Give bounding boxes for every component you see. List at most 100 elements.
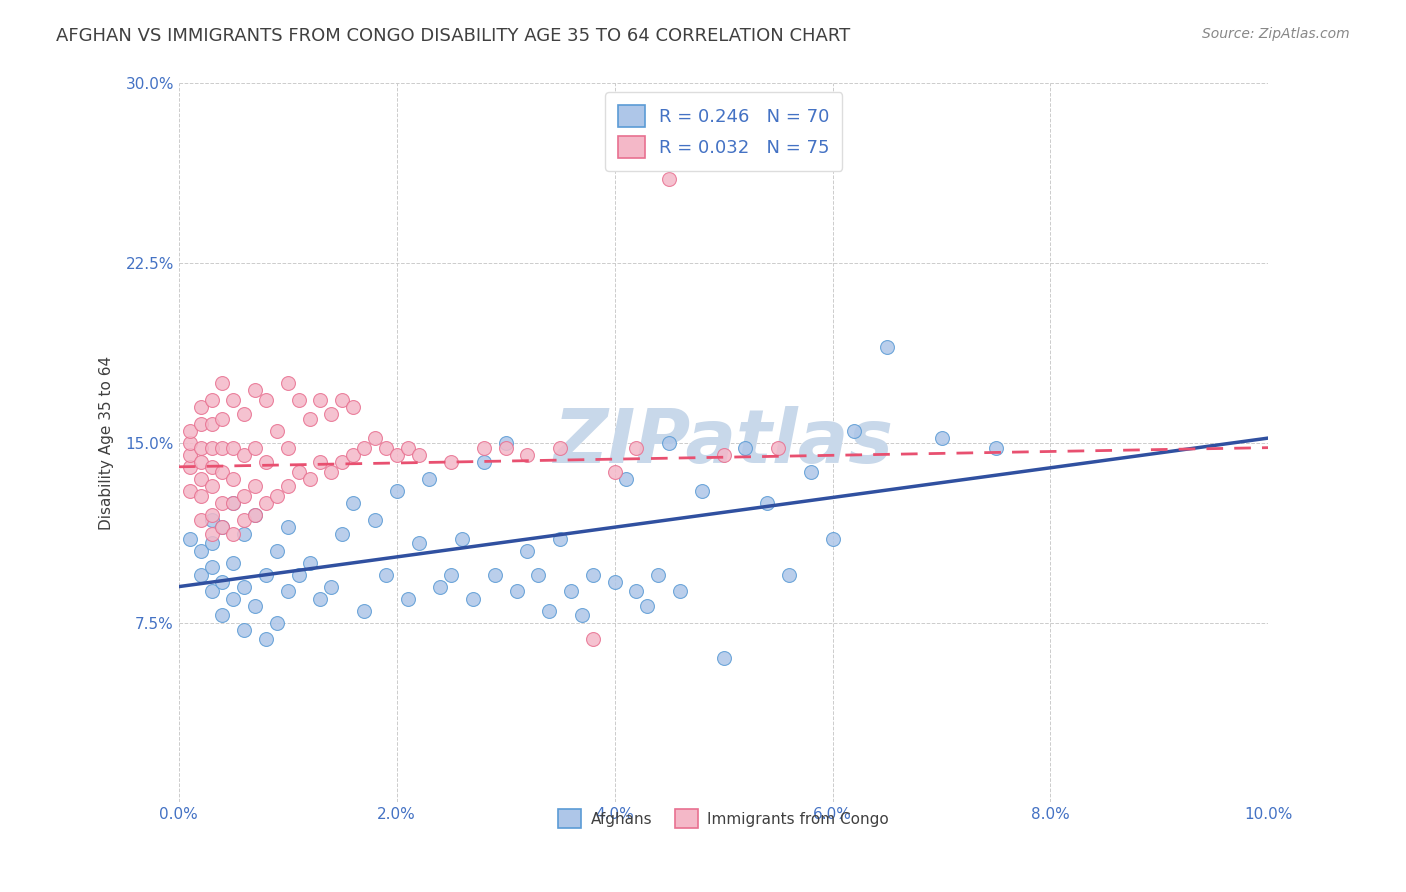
Point xyxy=(560,584,582,599)
Point xyxy=(505,584,527,599)
Point xyxy=(277,479,299,493)
Point xyxy=(211,519,233,533)
Point xyxy=(277,376,299,390)
Point xyxy=(254,455,277,469)
Point xyxy=(179,532,201,546)
Point xyxy=(440,567,463,582)
Point xyxy=(200,392,222,407)
Point xyxy=(385,448,408,462)
Point xyxy=(321,580,343,594)
Point xyxy=(800,465,823,479)
Point xyxy=(179,459,201,474)
Point xyxy=(200,441,222,455)
Point xyxy=(200,479,222,493)
Point xyxy=(287,392,309,407)
Point xyxy=(190,455,212,469)
Point xyxy=(385,483,408,498)
Point xyxy=(243,508,266,522)
Text: ZIPatlas: ZIPatlas xyxy=(554,407,894,479)
Point xyxy=(321,465,343,479)
Point xyxy=(603,465,626,479)
Point xyxy=(211,496,233,510)
Point xyxy=(626,441,648,455)
Point xyxy=(298,412,321,426)
Point xyxy=(713,448,735,462)
Point xyxy=(211,574,233,589)
Point xyxy=(330,527,353,541)
Point xyxy=(516,448,538,462)
Point xyxy=(626,584,648,599)
Point xyxy=(200,512,222,526)
Point xyxy=(233,512,256,526)
Point xyxy=(429,580,451,594)
Point xyxy=(582,567,605,582)
Point xyxy=(636,599,658,613)
Point xyxy=(364,512,387,526)
Point xyxy=(342,400,364,414)
Point xyxy=(330,455,353,469)
Point xyxy=(658,435,681,450)
Point xyxy=(408,448,430,462)
Point xyxy=(179,435,201,450)
Point xyxy=(190,441,212,455)
Point xyxy=(233,448,256,462)
Point xyxy=(374,441,396,455)
Point xyxy=(778,567,800,582)
Point xyxy=(538,604,561,618)
Point xyxy=(190,417,212,431)
Point xyxy=(472,441,495,455)
Point xyxy=(277,584,299,599)
Point xyxy=(495,441,517,455)
Point xyxy=(756,496,779,510)
Point xyxy=(211,465,233,479)
Text: AFGHAN VS IMMIGRANTS FROM CONGO DISABILITY AGE 35 TO 64 CORRELATION CHART: AFGHAN VS IMMIGRANTS FROM CONGO DISABILI… xyxy=(56,27,851,45)
Point xyxy=(821,532,844,546)
Point xyxy=(309,392,332,407)
Point xyxy=(243,441,266,455)
Point xyxy=(190,543,212,558)
Point xyxy=(222,392,245,407)
Point xyxy=(243,599,266,613)
Point xyxy=(396,441,419,455)
Point xyxy=(190,489,212,503)
Point xyxy=(233,527,256,541)
Point xyxy=(200,584,222,599)
Point xyxy=(876,340,898,354)
Point xyxy=(243,383,266,397)
Point xyxy=(190,400,212,414)
Point xyxy=(374,567,396,582)
Point xyxy=(200,459,222,474)
Point xyxy=(713,651,735,665)
Point xyxy=(298,556,321,570)
Point xyxy=(254,496,277,510)
Point xyxy=(200,527,222,541)
Point xyxy=(353,604,375,618)
Point xyxy=(254,632,277,647)
Point xyxy=(342,448,364,462)
Point xyxy=(254,567,277,582)
Point xyxy=(200,536,222,550)
Point xyxy=(461,591,484,606)
Point xyxy=(658,172,681,186)
Point xyxy=(222,556,245,570)
Point xyxy=(266,543,288,558)
Point xyxy=(766,441,789,455)
Point xyxy=(527,567,550,582)
Point xyxy=(277,519,299,533)
Point xyxy=(418,472,440,486)
Point xyxy=(647,567,669,582)
Point xyxy=(211,519,233,533)
Point xyxy=(222,527,245,541)
Point xyxy=(222,472,245,486)
Point xyxy=(408,536,430,550)
Point xyxy=(266,424,288,438)
Point xyxy=(614,472,637,486)
Point xyxy=(603,574,626,589)
Point xyxy=(222,591,245,606)
Point xyxy=(179,424,201,438)
Point xyxy=(669,584,692,599)
Point xyxy=(179,448,201,462)
Point xyxy=(277,441,299,455)
Point xyxy=(243,479,266,493)
Point xyxy=(222,496,245,510)
